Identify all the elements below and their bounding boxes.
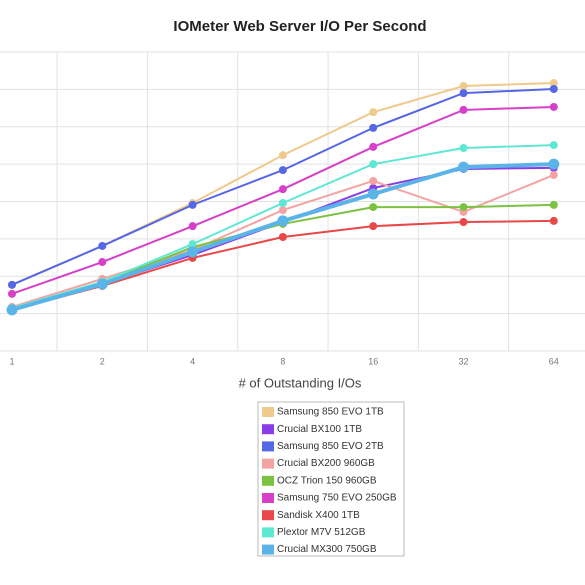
data-point [549,102,558,111]
data-point [278,206,287,215]
x-tick-label: 32 [458,356,468,366]
data-point [458,161,469,173]
data-point [277,215,289,227]
data-point [369,160,378,169]
data-point [369,142,378,151]
legend-swatch [262,527,274,538]
data-point [98,241,107,250]
legend-label: Sandisk X400 1TB [277,510,360,521]
legend-swatch [262,544,274,555]
data-point [369,123,378,132]
data-point [549,170,558,179]
legend-swatch [262,475,274,486]
data-point [549,216,558,225]
data-point [459,203,468,212]
data-point [459,144,468,153]
x-tick-label: 2 [100,356,105,366]
data-point [459,105,468,114]
data-point [369,108,378,117]
x-tick-label: 16 [368,356,378,366]
legend-box [257,401,405,557]
data-point [549,141,558,150]
data-point [459,89,468,98]
data-point [188,222,197,231]
legend-swatch [262,458,274,469]
legend-label: Samsung 750 EVO 250GB [277,493,397,504]
data-point [549,79,558,88]
data-point [278,233,287,242]
data-point [367,188,379,200]
legend-label: Samsung 850 EVO 2TB [277,441,384,452]
legend-label: Crucial MX300 750GB [277,544,377,555]
data-point [369,222,378,231]
series-line [11,82,554,286]
legend-swatch [262,441,274,452]
data-point [459,82,468,91]
chart-title: IOMeter Web Server I/O Per Second [173,18,426,35]
x-tick-label: 8 [280,356,285,366]
data-point [459,218,468,227]
data-point [96,278,108,290]
data-point [549,200,558,209]
data-point [98,258,107,267]
legend-swatch [262,407,274,417]
data-point [278,166,287,175]
legend-swatch [262,510,274,521]
data-point [8,280,16,289]
data-point [548,158,560,170]
data-point [278,185,287,194]
data-point [188,200,197,209]
data-point [369,203,378,212]
data-point [187,246,199,258]
data-point [549,85,558,94]
data-point [369,176,378,185]
legend-swatch [262,493,274,503]
legend-label: Crucial BX200 960GB [277,458,375,469]
data-point [278,198,287,207]
legend-label: Crucial BX100 1TB [277,424,362,435]
data-point [188,240,197,249]
x-tick-label: 1 [9,356,14,366]
legend-label: Plextor M7V 512GB [277,527,366,538]
data-point [8,289,16,298]
legend-label: Samsung 850 EVO 1TB [277,407,384,418]
data-point [6,304,18,316]
x-tick-label: 64 [549,356,559,366]
data-point [278,151,287,160]
legend-swatch [262,424,274,435]
x-axis-label: # of Outstanding I/Os [239,375,362,390]
x-tick-label: 4 [190,356,195,366]
legend-label: OCZ Trion 150 960GB [277,475,377,486]
